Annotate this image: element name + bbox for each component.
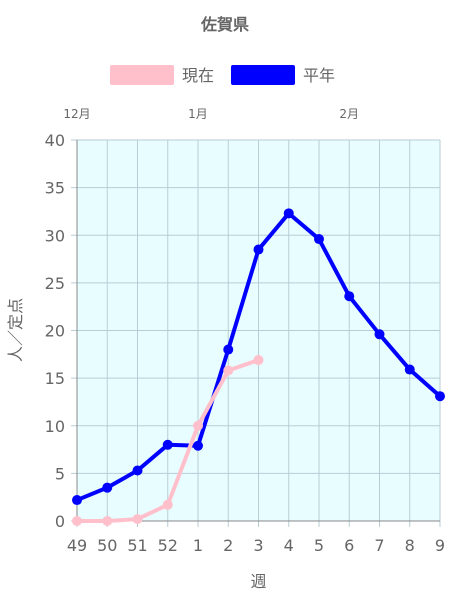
- y-tick-label: 10: [45, 417, 65, 436]
- y-axis-title: 人／定点: [6, 298, 25, 362]
- data-point-average[interactable]: [162, 439, 173, 450]
- legend-swatch-current: [110, 65, 174, 85]
- y-tick-label: 35: [45, 179, 65, 198]
- x-tick-label: 4: [284, 536, 294, 555]
- data-point-current[interactable]: [162, 499, 173, 510]
- data-point-average[interactable]: [344, 291, 355, 302]
- legend-swatch-average: [231, 65, 295, 85]
- legend: 現在 平年: [110, 65, 335, 85]
- x-tick-label: 1: [193, 536, 203, 555]
- data-point-average[interactable]: [314, 234, 324, 245]
- y-tick-label: 0: [55, 512, 65, 531]
- data-point-average[interactable]: [223, 344, 234, 355]
- x-tick-label: 3: [253, 536, 263, 555]
- x-tick-label: 6: [344, 536, 354, 555]
- data-point-current[interactable]: [102, 516, 113, 526]
- data-point-average[interactable]: [374, 329, 385, 340]
- x-tick-label: 2: [223, 536, 233, 555]
- month-label: 2月: [339, 107, 359, 121]
- x-tick-label: 50: [97, 536, 117, 555]
- x-axis-title: 週: [250, 572, 266, 591]
- data-point-average[interactable]: [253, 244, 264, 255]
- y-axis: 0 5 10 15 20 25 30 35 40: [45, 131, 78, 531]
- y-tick-label: 20: [45, 322, 65, 341]
- month-labels: 12月 1月 2月: [63, 107, 359, 121]
- data-point-average[interactable]: [283, 208, 294, 219]
- data-point-current[interactable]: [132, 514, 143, 525]
- data-point-current[interactable]: [223, 365, 234, 376]
- data-point-current[interactable]: [253, 355, 264, 366]
- x-tick-label: 7: [374, 536, 384, 555]
- data-point-current[interactable]: [193, 420, 203, 431]
- y-tick-label: 5: [55, 464, 65, 483]
- x-tick-label: 51: [127, 536, 147, 555]
- x-tick-label: 52: [158, 536, 178, 555]
- x-tick-label: 49: [67, 536, 87, 555]
- month-label: 12月: [63, 107, 90, 121]
- data-point-average[interactable]: [435, 391, 445, 402]
- legend-item-average[interactable]: 平年: [231, 65, 335, 85]
- chart-title: 佐賀県: [200, 15, 249, 34]
- x-tick-label: 5: [314, 536, 324, 555]
- data-point-average[interactable]: [72, 495, 82, 506]
- data-point-current[interactable]: [72, 516, 82, 526]
- x-tick-label: 8: [405, 536, 415, 555]
- y-tick-label: 40: [45, 131, 65, 150]
- x-tick-label: 9: [435, 536, 445, 555]
- y-tick-label: 30: [45, 226, 65, 245]
- x-axis: 49 50 51 52 1 2 3 4 5 6 7 8 9: [67, 520, 445, 555]
- legend-label-average: 平年: [303, 66, 335, 85]
- legend-label-current: 現在: [182, 66, 214, 85]
- y-tick-label: 15: [45, 369, 65, 388]
- data-point-average[interactable]: [102, 482, 113, 493]
- data-point-average[interactable]: [404, 364, 415, 375]
- data-point-average[interactable]: [193, 440, 203, 451]
- month-label: 1月: [188, 107, 208, 121]
- data-point-average[interactable]: [132, 465, 143, 476]
- legend-item-current[interactable]: 現在: [110, 65, 214, 85]
- y-tick-label: 25: [45, 274, 65, 293]
- series-lines: [72, 208, 445, 526]
